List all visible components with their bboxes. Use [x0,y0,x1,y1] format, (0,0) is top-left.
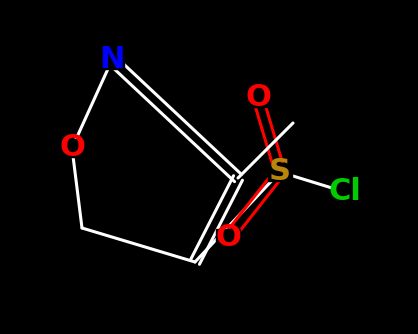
Text: O: O [59,134,85,163]
Text: Cl: Cl [329,177,362,206]
Text: N: N [99,45,125,74]
Bar [100,51,124,69]
Text: S: S [269,158,291,186]
Bar [216,229,240,247]
Bar [246,89,270,107]
Bar [333,183,357,201]
Bar [268,163,292,181]
Bar [60,139,84,157]
Text: O: O [245,84,271,113]
Text: O: O [215,223,241,253]
